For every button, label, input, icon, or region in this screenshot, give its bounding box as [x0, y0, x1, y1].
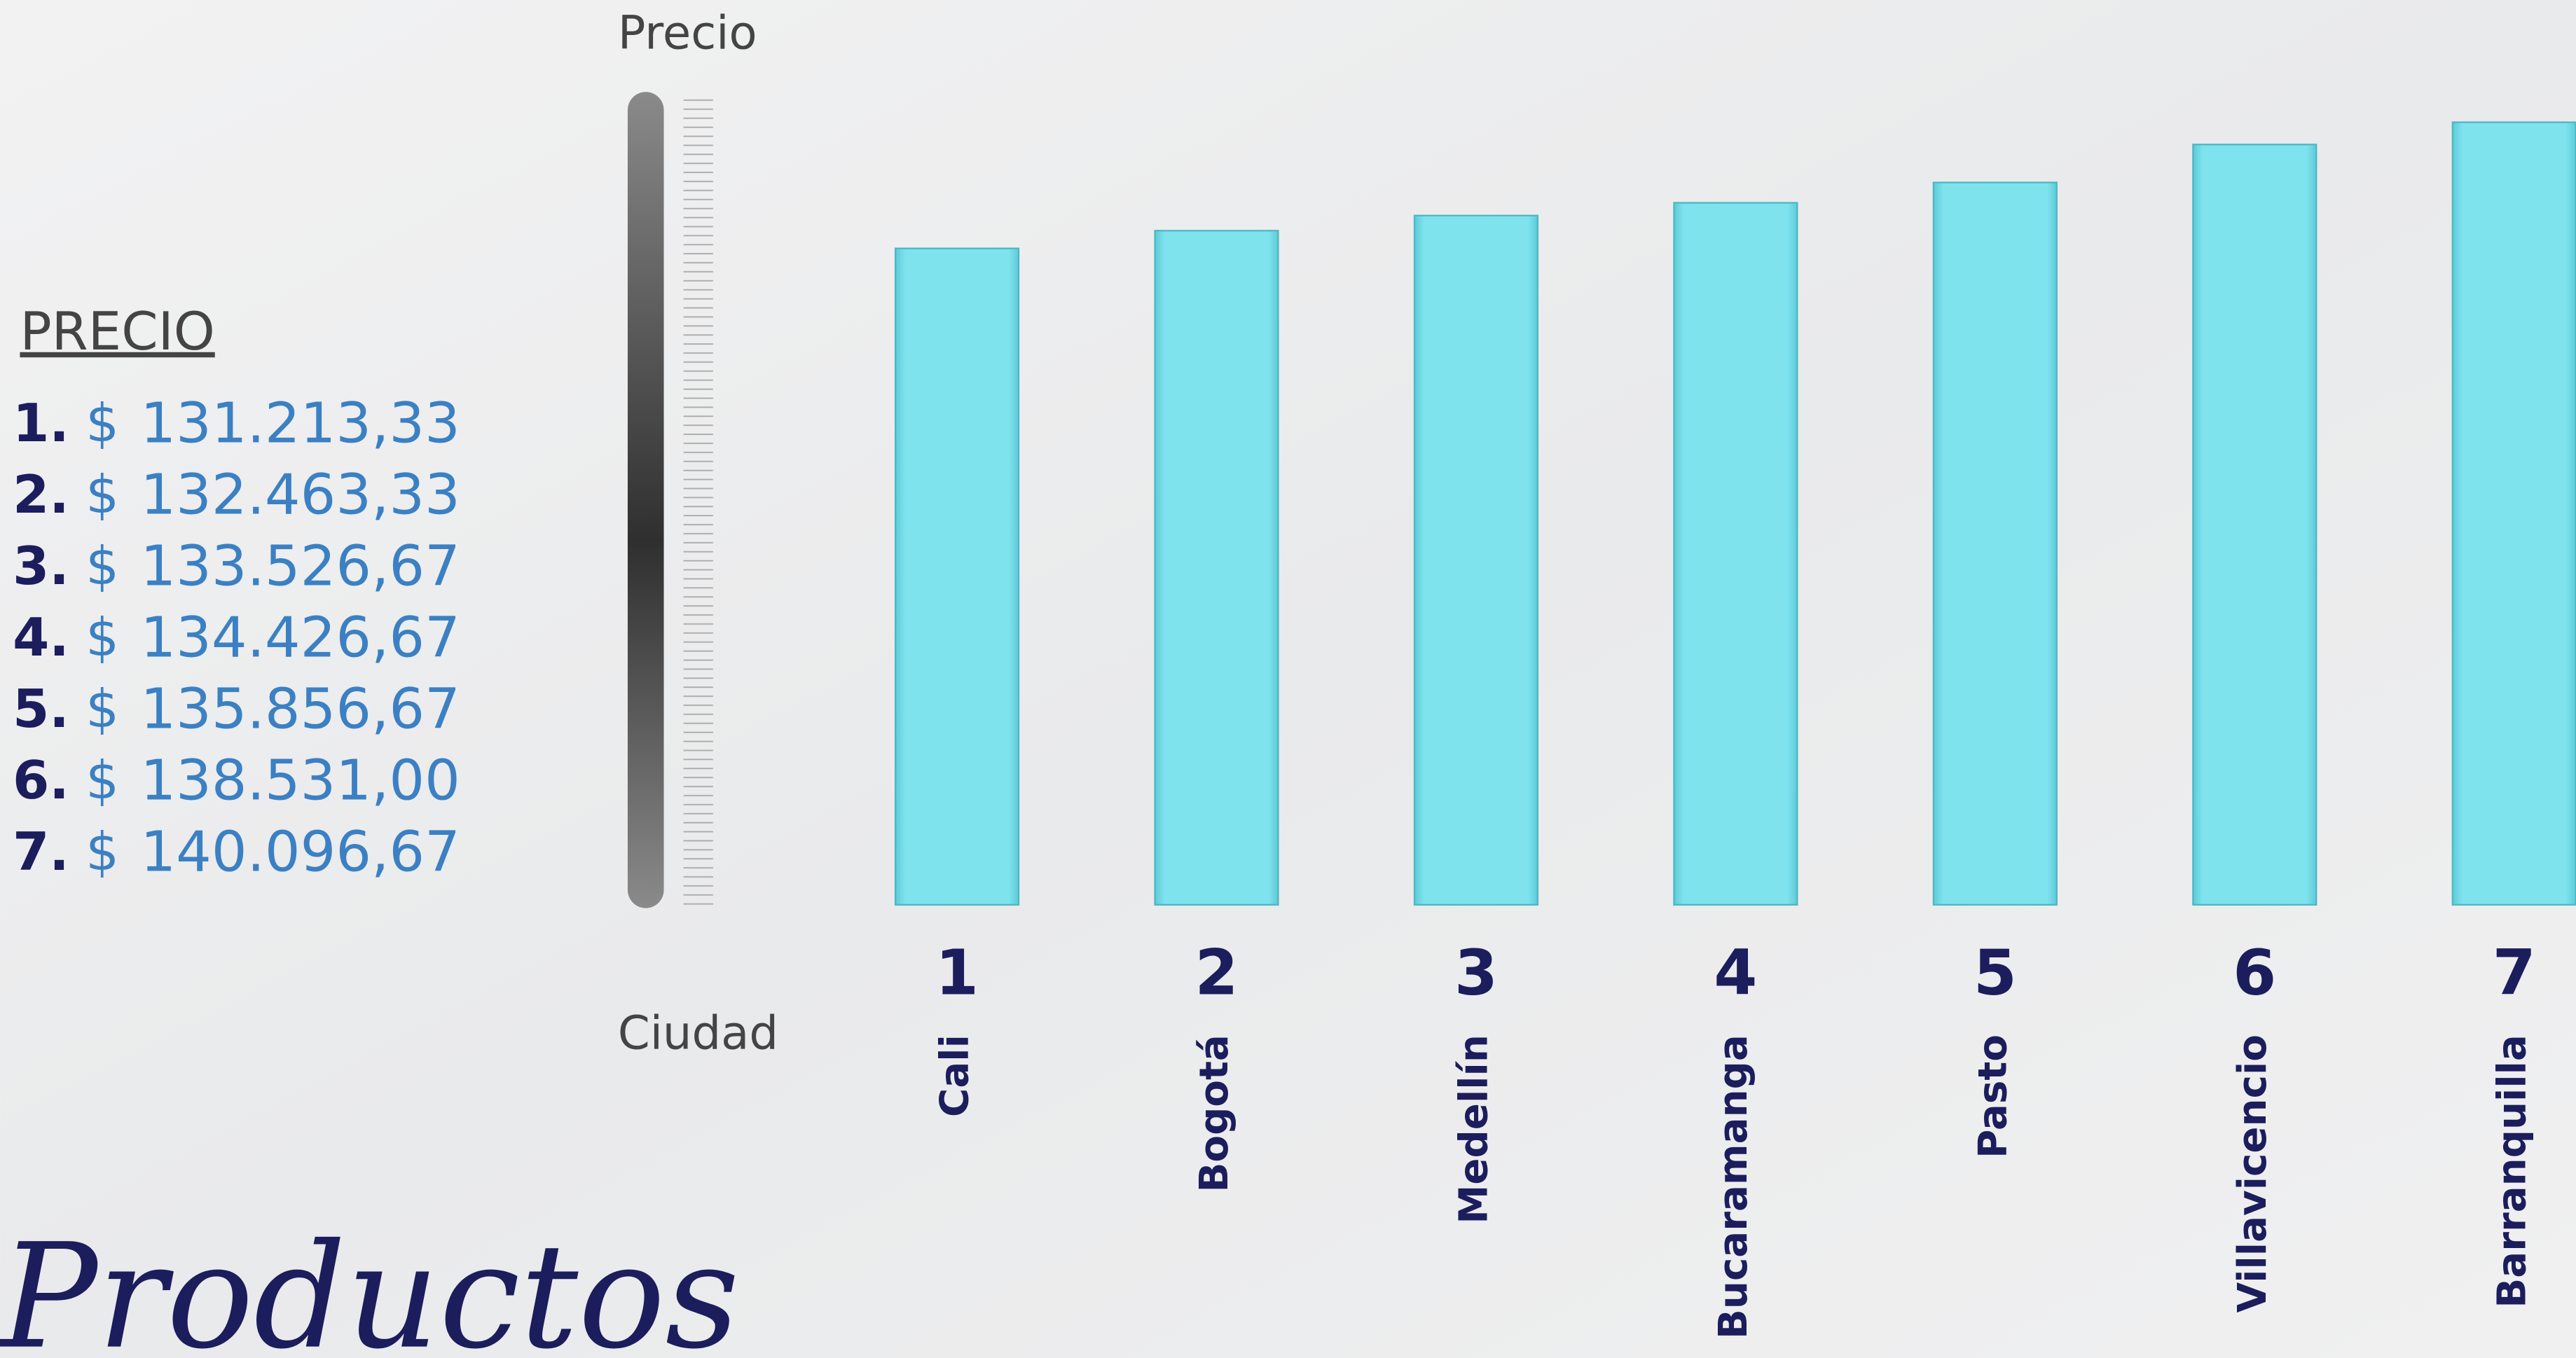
- currency: $: [85, 821, 119, 882]
- list-number: 5.: [13, 678, 69, 740]
- list-number: 7.: [13, 821, 69, 882]
- value-label: 131.213,33: [140, 391, 460, 456]
- list-number: 4.: [13, 607, 69, 668]
- bar: [2451, 121, 2576, 906]
- list-number: 2.: [13, 464, 69, 525]
- x-tick-label: Barranquilla: [2489, 1034, 2535, 1308]
- currency: $: [85, 607, 119, 668]
- x-tick-label: Cali: [932, 1034, 978, 1117]
- currency: $: [85, 392, 119, 454]
- footer-text: Productos: [0, 1212, 739, 1358]
- bar: [1413, 214, 1539, 906]
- bar: [894, 247, 1020, 906]
- bar-number: 7: [2493, 936, 2536, 1009]
- value-label: 132.463,33: [140, 462, 460, 527]
- value-label: 138.531,00: [140, 748, 460, 813]
- ruler-ticks: [683, 95, 713, 908]
- bar: [2192, 144, 2317, 906]
- bar-number: 1: [935, 936, 979, 1009]
- value-label: 135.856,67: [140, 677, 460, 742]
- bar-number: 5: [1974, 936, 2017, 1009]
- bar: [1932, 181, 2058, 906]
- x-axis-label: Ciudad: [618, 1007, 778, 1060]
- bar: [1154, 230, 1279, 906]
- currency: $: [85, 749, 119, 811]
- bar: [1673, 202, 1798, 906]
- list-number: 1.: [13, 392, 69, 454]
- ruler-rod: [627, 92, 664, 908]
- value-label: 134.426,67: [140, 605, 460, 670]
- x-tick-label: Bucaramanga: [1711, 1034, 1756, 1339]
- value-label: 133.526,67: [140, 534, 460, 599]
- x-tick-label: Villavicencio: [2230, 1034, 2275, 1312]
- x-tick-label: Pasto: [1970, 1034, 2016, 1158]
- currency: $: [85, 678, 119, 740]
- x-tick-label: Medellín: [1452, 1034, 1497, 1224]
- currency: $: [85, 464, 119, 525]
- bar-number: 4: [1714, 936, 1757, 1009]
- bar-number: 3: [1454, 936, 1498, 1009]
- list-title: PRECIO: [20, 300, 214, 362]
- list-number: 3.: [13, 535, 69, 597]
- bar-number: 2: [1195, 936, 1239, 1009]
- list-number: 6.: [13, 749, 69, 811]
- bar-number: 6: [2233, 936, 2276, 1009]
- currency: $: [85, 535, 119, 597]
- value-label: 140.096,67: [140, 819, 460, 885]
- y-axis-label: Precio: [618, 7, 757, 60]
- x-tick-label: Bogotá: [1192, 1034, 1237, 1192]
